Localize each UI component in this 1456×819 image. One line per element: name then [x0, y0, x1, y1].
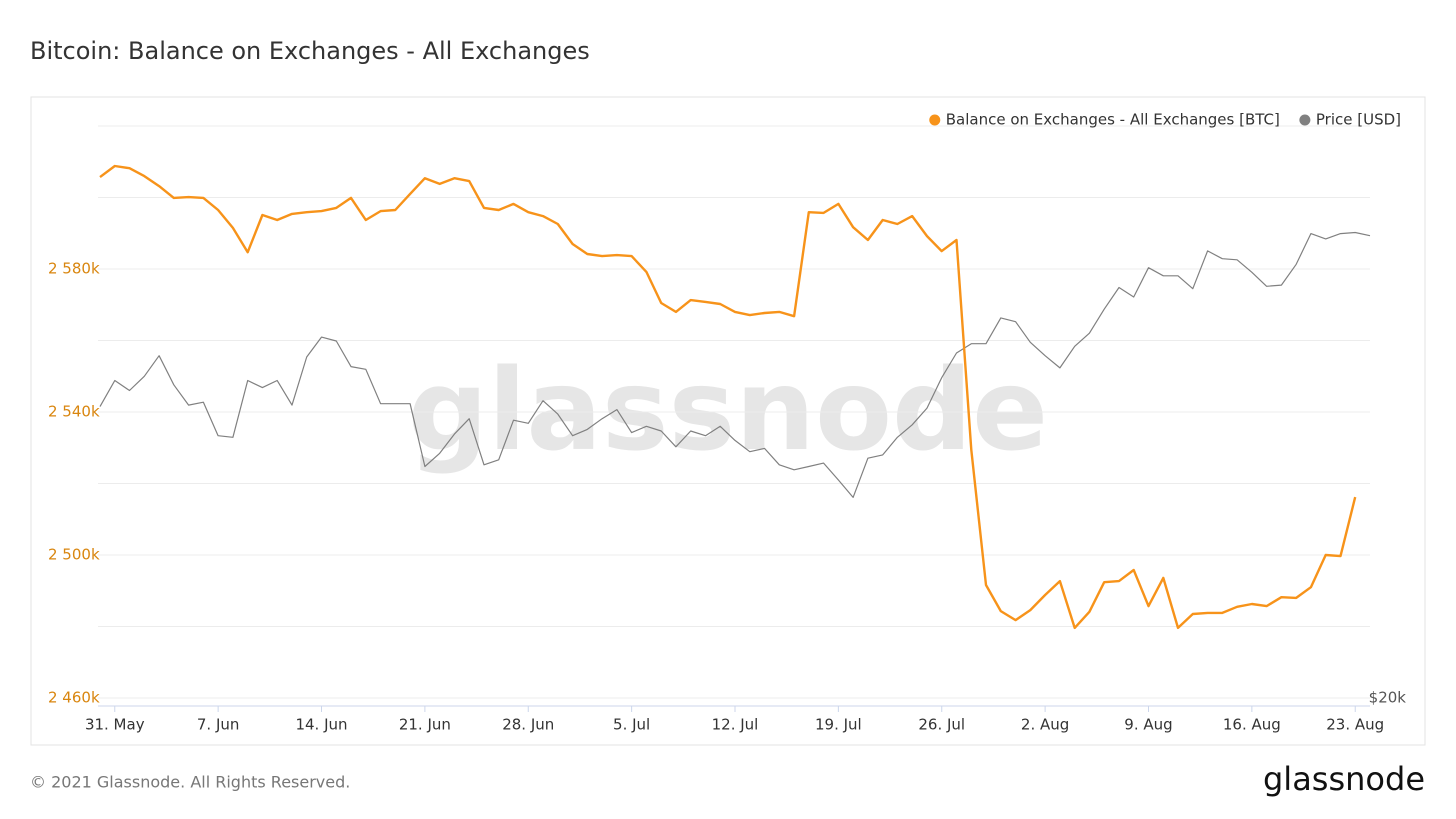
legend-swatch — [1299, 114, 1311, 126]
x-tick-label: 31. May — [85, 716, 145, 734]
logo: glassnode — [1263, 760, 1425, 798]
x-tick-label: 9. Aug — [1124, 716, 1172, 734]
x-tick-label: 14. Jun — [295, 716, 347, 734]
legend-label: Price [USD] — [1316, 111, 1401, 129]
x-tick-label: 19. Jul — [815, 716, 862, 734]
x-tick-label: 28. Jun — [502, 716, 554, 734]
x-tick-label: 21. Jun — [399, 716, 451, 734]
y-tick-label: 2 460k — [48, 689, 100, 707]
chart-frame — [30, 96, 1426, 746]
x-tick-label: 7. Jun — [197, 716, 240, 734]
series-line — [99, 231, 1371, 498]
watermark: glassnode — [408, 346, 1048, 476]
y-tick-label: 2 580k — [48, 260, 100, 278]
x-tick-label: 26. Jul — [918, 716, 965, 734]
x-tick-label: 5. Jul — [613, 716, 650, 734]
y2-tick-label: $20k — [1369, 689, 1407, 707]
legend-swatch — [929, 114, 941, 126]
y-tick-label: 2 540k — [48, 403, 100, 421]
series-line — [99, 164, 1357, 630]
x-tick-label: 12. Jul — [712, 716, 759, 734]
x-tick-label: 23. Aug — [1326, 716, 1384, 734]
copyright: © 2021 Glassnode. All Rights Reserved. — [30, 773, 350, 792]
y-tick-label: 2 500k — [48, 546, 100, 564]
x-tick-label: 2. Aug — [1021, 716, 1069, 734]
x-tick-label: 16. Aug — [1223, 716, 1281, 734]
chart-title: Bitcoin: Balance on Exchanges - All Exch… — [30, 37, 590, 65]
legend-label: Balance on Exchanges - All Exchanges [BT… — [946, 111, 1280, 129]
